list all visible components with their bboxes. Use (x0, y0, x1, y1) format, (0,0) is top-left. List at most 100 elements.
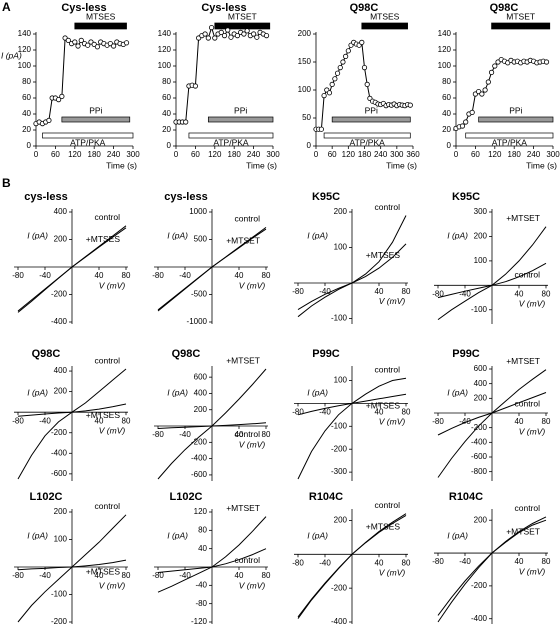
y-tick-label: 120 (438, 45, 452, 54)
x-tick-label: 240 (247, 150, 261, 159)
y-tick-label: -400 (471, 437, 488, 446)
x-tick-label: 40 (235, 271, 244, 280)
y-tick-label: 80 (198, 525, 207, 534)
data-point (56, 97, 62, 103)
x-tick-label: -40 (319, 558, 331, 567)
y-tick-label: -120 (191, 617, 208, 626)
data-point (251, 31, 257, 37)
y-tick-label: 200 (54, 387, 68, 396)
x-tick-label: -80 (12, 271, 24, 280)
treatment-label: MTSET (228, 11, 257, 21)
y-tick-label: -100 (51, 590, 68, 599)
data-point (72, 39, 78, 45)
treatment-label: PPi (89, 105, 102, 115)
curve-label: +MTSET (226, 235, 260, 245)
data-point (263, 32, 270, 39)
series-line (157, 422, 267, 429)
x-axis-label: V (mV) (239, 580, 266, 590)
treatment-bar (465, 132, 554, 139)
y-tick-label: 400 (54, 366, 68, 375)
x-tick-label: 80 (122, 416, 131, 425)
data-point (469, 109, 475, 116)
data-point (59, 93, 65, 100)
data-point (183, 119, 189, 125)
y-axis-label: I (pA) (27, 387, 48, 397)
curve-label: +MTSET (226, 355, 260, 365)
series-line (437, 519, 547, 623)
series-line (437, 262, 547, 299)
chart-title: K95C (452, 191, 480, 203)
y-tick-label: -200 (471, 423, 488, 432)
data-point (321, 93, 327, 99)
y-axis-label: I (pA) (167, 387, 188, 397)
x-tick-label: 40 (95, 271, 104, 280)
data-point (46, 117, 52, 124)
data-point (208, 24, 215, 31)
curve-label: +MTSES (366, 400, 401, 410)
x-tick-label: 240 (374, 150, 388, 159)
data-point (329, 81, 335, 88)
y-tick-label: 200 (194, 405, 208, 414)
y-axis-label: I (pA) (447, 530, 468, 540)
y-tick-label: 80 (442, 77, 451, 86)
data-point (254, 34, 260, 40)
treatment-label: PPi (234, 105, 247, 115)
data-point (463, 119, 469, 125)
x-tick-label: -40 (179, 571, 191, 580)
x-axis-label: V (mV) (519, 299, 546, 309)
chart-title: Cys-less (201, 2, 246, 14)
curve-label: control (374, 500, 400, 510)
data-point (482, 87, 488, 93)
treatment-label: PPi (509, 105, 522, 115)
series-line (17, 559, 127, 571)
x-tick-label: 0 (34, 150, 39, 159)
data-point (361, 65, 368, 71)
x-tick-label: 80 (402, 558, 411, 567)
y-tick-label: 40 (198, 544, 207, 553)
x-axis-label: V (mV) (519, 426, 546, 436)
x-tick-label: 300 (126, 150, 140, 159)
y-tick-label: -80 (195, 599, 207, 608)
y-tick-label: 100 (54, 535, 68, 544)
curve-label: control (234, 429, 260, 439)
data-point (218, 29, 224, 36)
data-point (205, 35, 211, 41)
x-tick-label: 80 (122, 571, 131, 580)
curve-label: control (234, 555, 260, 565)
treatment-label: MTSET (506, 11, 535, 21)
y-tick-label: 0 (27, 141, 32, 150)
y-tick-label: 200 (474, 393, 488, 402)
x-axis-label: V (mV) (239, 439, 266, 449)
x-tick-label: 180 (228, 150, 242, 159)
x-axis-label: V (mV) (519, 566, 546, 576)
x-tick-label: 80 (542, 417, 551, 426)
y-tick-label: 120 (158, 45, 172, 54)
y-tick-label: 60 (162, 93, 171, 102)
x-tick-label: 240 (527, 150, 541, 159)
y-tick-label: 100 (334, 376, 348, 385)
x-axis-label: Time (s) (386, 160, 417, 170)
x-tick-label: 60 (328, 150, 337, 159)
y-tick-label: -600 (191, 470, 208, 479)
treatment-bar (74, 22, 127, 30)
x-tick-label: 300 (390, 150, 404, 159)
y-axis-label: I (pA) (307, 530, 328, 540)
x-tick-label: 120 (208, 150, 222, 159)
y-tick-label: 140 (438, 29, 452, 38)
x-tick-label: 180 (88, 150, 102, 159)
curve-label: +MTSES (366, 250, 401, 260)
y-tick-label: -200 (51, 428, 68, 437)
treatment-label: ATP/PKA (70, 137, 106, 147)
treatment-label: ATP/PKA (213, 137, 249, 147)
x-tick-label: 120 (342, 150, 356, 159)
data-point (221, 32, 228, 39)
series-line (297, 393, 407, 416)
curve-label: control (514, 503, 540, 513)
y-axis-label: I (pA) (27, 230, 48, 240)
y-tick-label: 0 (307, 141, 312, 150)
x-tick-label: 0 (174, 150, 179, 159)
data-point (332, 76, 338, 82)
data-point (212, 35, 218, 41)
series-line (17, 227, 127, 312)
